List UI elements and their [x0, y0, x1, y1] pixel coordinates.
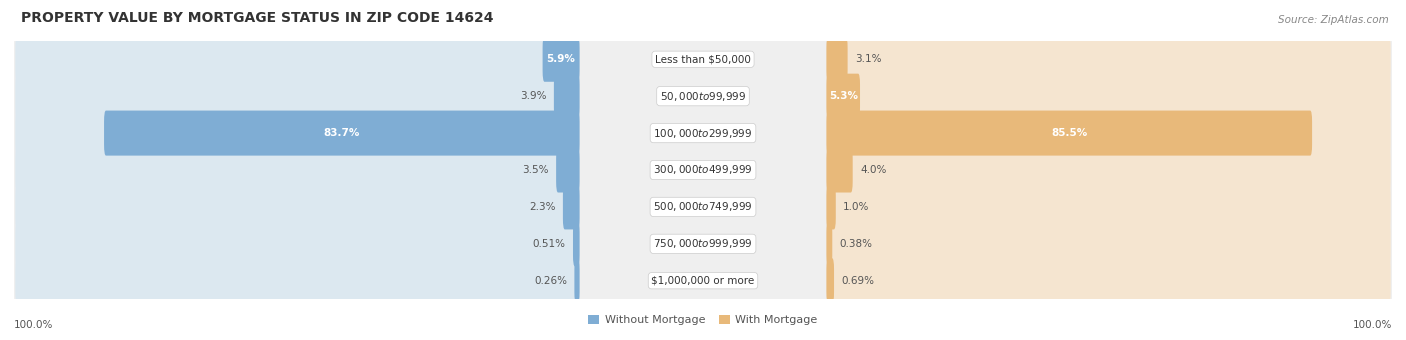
FancyBboxPatch shape [14, 141, 1392, 199]
Text: 0.51%: 0.51% [533, 239, 565, 249]
FancyBboxPatch shape [15, 148, 576, 192]
FancyBboxPatch shape [830, 110, 1391, 156]
FancyBboxPatch shape [827, 148, 852, 192]
Text: Less than $50,000: Less than $50,000 [655, 54, 751, 64]
Text: $750,000 to $999,999: $750,000 to $999,999 [654, 237, 752, 250]
FancyBboxPatch shape [14, 178, 1392, 236]
FancyBboxPatch shape [830, 258, 1391, 303]
FancyBboxPatch shape [14, 104, 1392, 162]
Legend: Without Mortgage, With Mortgage: Without Mortgage, With Mortgage [583, 311, 823, 330]
FancyBboxPatch shape [557, 148, 579, 192]
Text: $300,000 to $499,999: $300,000 to $499,999 [654, 164, 752, 176]
Text: $50,000 to $99,999: $50,000 to $99,999 [659, 90, 747, 103]
FancyBboxPatch shape [830, 221, 1391, 266]
Text: 100.0%: 100.0% [14, 320, 53, 330]
FancyBboxPatch shape [14, 67, 1392, 125]
Text: 5.3%: 5.3% [828, 91, 858, 101]
FancyBboxPatch shape [14, 31, 1392, 88]
Text: 100.0%: 100.0% [1353, 320, 1392, 330]
Text: 0.38%: 0.38% [839, 239, 873, 249]
FancyBboxPatch shape [574, 221, 579, 266]
FancyBboxPatch shape [830, 37, 1391, 82]
FancyBboxPatch shape [827, 37, 848, 82]
FancyBboxPatch shape [14, 215, 1392, 273]
FancyBboxPatch shape [830, 74, 1391, 119]
FancyBboxPatch shape [14, 252, 1392, 309]
FancyBboxPatch shape [830, 148, 1391, 192]
FancyBboxPatch shape [575, 258, 579, 303]
FancyBboxPatch shape [562, 184, 579, 230]
Text: $100,000 to $299,999: $100,000 to $299,999 [654, 126, 752, 140]
FancyBboxPatch shape [543, 37, 579, 82]
Text: 5.9%: 5.9% [547, 54, 575, 64]
Text: 3.5%: 3.5% [522, 165, 548, 175]
Text: Source: ZipAtlas.com: Source: ZipAtlas.com [1278, 15, 1389, 25]
FancyBboxPatch shape [827, 74, 860, 119]
FancyBboxPatch shape [554, 74, 579, 119]
FancyBboxPatch shape [827, 221, 832, 266]
Text: PROPERTY VALUE BY MORTGAGE STATUS IN ZIP CODE 14624: PROPERTY VALUE BY MORTGAGE STATUS IN ZIP… [21, 11, 494, 25]
Text: 4.0%: 4.0% [860, 165, 887, 175]
FancyBboxPatch shape [827, 258, 834, 303]
Text: 85.5%: 85.5% [1052, 128, 1087, 138]
Text: $1,000,000 or more: $1,000,000 or more [651, 276, 755, 286]
FancyBboxPatch shape [827, 184, 835, 230]
FancyBboxPatch shape [15, 258, 576, 303]
FancyBboxPatch shape [827, 110, 1312, 156]
Text: 2.3%: 2.3% [529, 202, 555, 212]
Text: 1.0%: 1.0% [844, 202, 870, 212]
Text: 3.1%: 3.1% [855, 54, 882, 64]
FancyBboxPatch shape [15, 110, 576, 156]
FancyBboxPatch shape [104, 110, 579, 156]
Text: 3.9%: 3.9% [520, 91, 547, 101]
Text: $500,000 to $749,999: $500,000 to $749,999 [654, 200, 752, 214]
FancyBboxPatch shape [830, 184, 1391, 230]
FancyBboxPatch shape [15, 74, 576, 119]
FancyBboxPatch shape [15, 184, 576, 230]
FancyBboxPatch shape [15, 37, 576, 82]
FancyBboxPatch shape [15, 221, 576, 266]
Text: 83.7%: 83.7% [323, 128, 360, 138]
Text: 0.26%: 0.26% [534, 276, 567, 286]
Text: 0.69%: 0.69% [842, 276, 875, 286]
